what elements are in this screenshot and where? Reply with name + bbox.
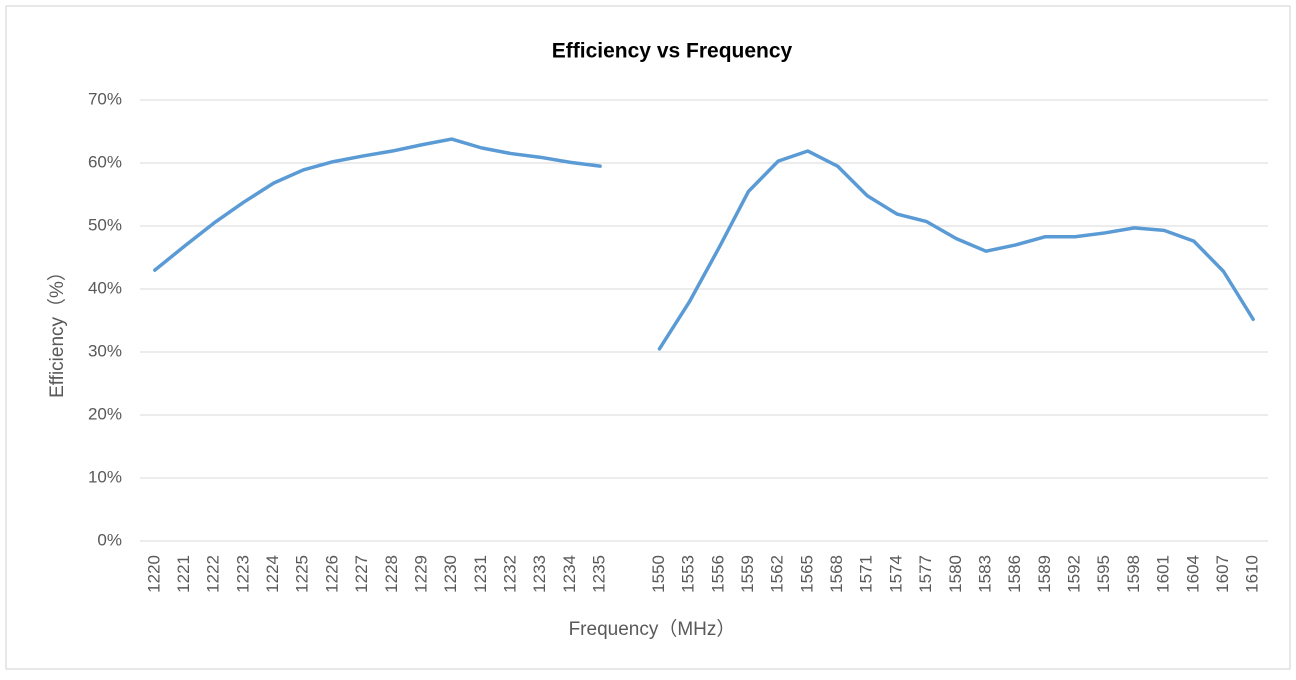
x-tick-label: 1229: [411, 555, 430, 593]
x-tick-label: 1556: [708, 555, 727, 593]
x-tick-label: 1565: [797, 555, 816, 593]
series-line: [153, 137, 1255, 351]
x-tick-label: 1221: [174, 555, 193, 593]
y-tick-label: 0%: [97, 530, 122, 549]
x-tick-label: 1562: [768, 555, 787, 593]
chart-border: [5, 5, 1291, 670]
x-tick-label: 1235: [590, 555, 609, 593]
chart-title: Efficiency vs Frequency: [552, 40, 793, 63]
x-tick-label: 1225: [293, 555, 312, 593]
y-tick-label: 70%: [88, 89, 122, 108]
x-tick-label: 1577: [916, 555, 935, 593]
x-tick-label: 1598: [1124, 555, 1143, 593]
x-tick-label: 1220: [144, 555, 163, 593]
x-tick-label: 1580: [946, 555, 965, 593]
x-tick-label: 1222: [204, 555, 223, 593]
x-tick-label: 1568: [827, 555, 846, 593]
x-tick-label: 1559: [738, 555, 757, 593]
x-tick-label: 1232: [501, 555, 520, 593]
x-tick-label: 1583: [975, 555, 994, 593]
x-tick-label: 1550: [649, 555, 668, 593]
x-tick-label: 1224: [263, 555, 282, 593]
x-tick-label: 1234: [560, 555, 579, 593]
y-tick-label: 30%: [88, 341, 122, 360]
y-tick-label: 20%: [88, 404, 122, 423]
x-tick-label: 1586: [1005, 555, 1024, 593]
x-tick-label: 1574: [886, 555, 905, 593]
y-tick-label: 10%: [88, 467, 122, 486]
x-tick-label: 1233: [530, 555, 549, 593]
x-tick-label: 1553: [679, 555, 698, 593]
x-tick-label: 1610: [1243, 555, 1262, 593]
x-tick-label: 1607: [1213, 555, 1232, 593]
x-tick-label: 1571: [857, 555, 876, 593]
x-tick-label: 1589: [1035, 555, 1054, 593]
x-tick-label: 1595: [1094, 555, 1113, 593]
y-tick-label: 50%: [88, 215, 122, 234]
y-tick-label: 40%: [88, 278, 122, 297]
x-tick-label: 1231: [471, 555, 490, 593]
x-tick-label: 1223: [233, 555, 252, 593]
x-tick-label: 1230: [441, 555, 460, 593]
x-tick-label: 1228: [382, 555, 401, 593]
x-tick-label: 1601: [1154, 555, 1173, 593]
y-tick-label: 60%: [88, 152, 122, 171]
x-tick-label: 1227: [352, 555, 371, 593]
x-tick-label: 1592: [1065, 555, 1084, 593]
x-tick-label: 1226: [322, 555, 341, 593]
x-tick-label: 1604: [1183, 555, 1202, 593]
y-axis-label: Efficiency（%）: [46, 262, 68, 398]
x-axis-label: Frequency（MHz）: [569, 618, 736, 640]
